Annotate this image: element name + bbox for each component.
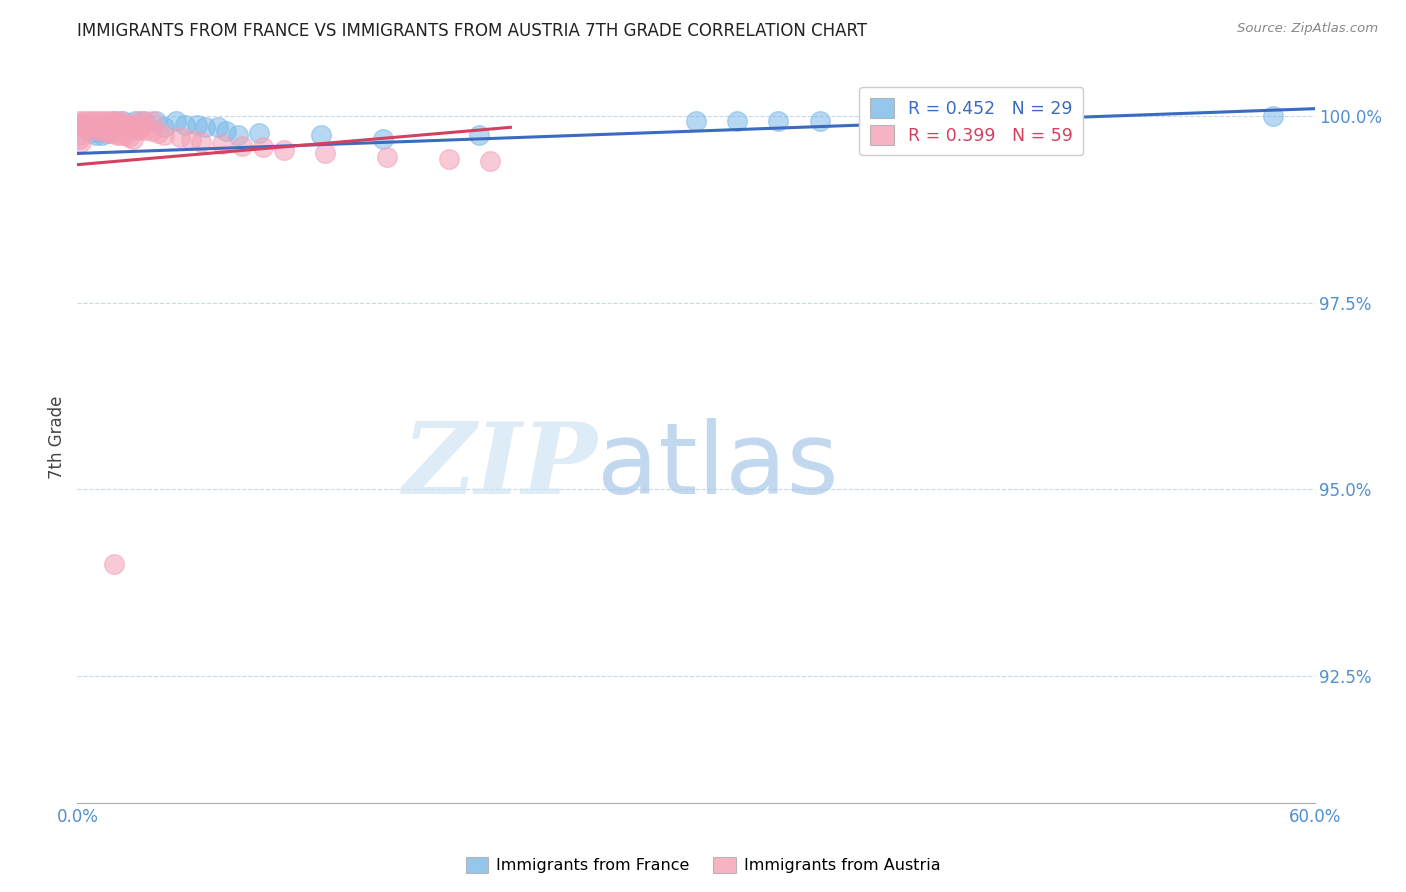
Point <box>118 120 141 135</box>
Point <box>207 120 229 135</box>
Point <box>110 114 132 128</box>
Point <box>247 126 270 140</box>
Point <box>215 124 238 138</box>
Point <box>97 126 120 140</box>
Point <box>808 114 831 128</box>
Point <box>128 120 150 135</box>
Point <box>122 131 145 145</box>
Point <box>91 128 114 142</box>
Point <box>226 128 249 142</box>
Point <box>134 122 156 136</box>
Point <box>190 135 212 149</box>
Point <box>314 146 336 161</box>
Point <box>211 136 233 151</box>
Point <box>72 120 94 135</box>
Point <box>129 120 152 135</box>
Point <box>252 140 274 154</box>
Point <box>194 120 217 135</box>
Point <box>97 114 120 128</box>
Point <box>107 118 129 132</box>
Point <box>128 114 150 128</box>
Point <box>141 114 163 128</box>
Point <box>118 118 141 132</box>
Point <box>173 118 195 132</box>
Point <box>122 118 145 132</box>
Point <box>153 120 176 135</box>
Text: Source: ZipAtlas.com: Source: ZipAtlas.com <box>1237 22 1378 36</box>
Point <box>67 131 90 145</box>
Point <box>127 120 149 135</box>
Point <box>186 118 208 132</box>
Point <box>685 114 707 128</box>
Point <box>145 114 167 128</box>
Text: atlas: atlas <box>598 417 838 515</box>
Point <box>70 117 93 131</box>
Text: ZIP: ZIP <box>402 418 598 515</box>
Point <box>80 120 103 135</box>
Point <box>103 557 125 571</box>
Point <box>169 130 191 145</box>
Point <box>111 114 134 128</box>
Point <box>84 114 107 128</box>
Point <box>72 114 94 128</box>
Point <box>67 114 90 128</box>
Point <box>134 114 156 128</box>
Point <box>84 128 107 142</box>
Point <box>165 114 187 128</box>
Point <box>89 122 111 136</box>
Point <box>89 114 111 128</box>
Point <box>83 120 105 135</box>
Point <box>97 126 120 140</box>
Point <box>124 114 146 128</box>
Point <box>118 130 141 145</box>
Text: IMMIGRANTS FROM FRANCE VS IMMIGRANTS FROM AUSTRIA 7TH GRADE CORRELATION CHART: IMMIGRANTS FROM FRANCE VS IMMIGRANTS FRO… <box>77 22 868 40</box>
Point <box>437 153 460 167</box>
Point <box>110 128 132 142</box>
Point <box>105 114 128 128</box>
Point <box>128 122 150 136</box>
Point <box>141 124 163 138</box>
Point <box>1263 109 1285 123</box>
Point <box>101 126 124 140</box>
Point <box>101 114 124 128</box>
Point <box>153 128 176 142</box>
Point <box>468 128 491 142</box>
Point <box>70 118 93 132</box>
Point <box>93 124 115 138</box>
Point <box>768 114 790 128</box>
Point <box>72 120 94 135</box>
Point <box>76 120 98 135</box>
Point <box>67 117 90 131</box>
Point <box>371 131 394 145</box>
Point <box>105 128 128 142</box>
Point <box>146 126 169 140</box>
Point <box>725 114 748 128</box>
Point <box>231 139 253 153</box>
Point <box>375 150 398 164</box>
Y-axis label: 7th Grade: 7th Grade <box>48 395 66 479</box>
Point <box>87 124 110 138</box>
Point <box>84 122 107 136</box>
Point <box>180 133 202 147</box>
Legend: R = 0.452   N = 29, R = 0.399   N = 59: R = 0.452 N = 29, R = 0.399 N = 59 <box>859 87 1083 155</box>
Point <box>72 118 94 132</box>
Legend: Immigrants from France, Immigrants from Austria: Immigrants from France, Immigrants from … <box>460 850 946 880</box>
Point <box>114 118 136 132</box>
Point <box>478 153 501 168</box>
Point <box>79 126 101 140</box>
Point <box>114 128 136 142</box>
Point <box>309 128 332 142</box>
Point <box>76 114 98 128</box>
Point <box>93 114 115 128</box>
Point <box>70 135 93 149</box>
Point <box>80 114 103 128</box>
Point <box>132 114 155 128</box>
Point <box>273 143 295 157</box>
Point <box>103 114 125 128</box>
Point <box>67 128 90 142</box>
